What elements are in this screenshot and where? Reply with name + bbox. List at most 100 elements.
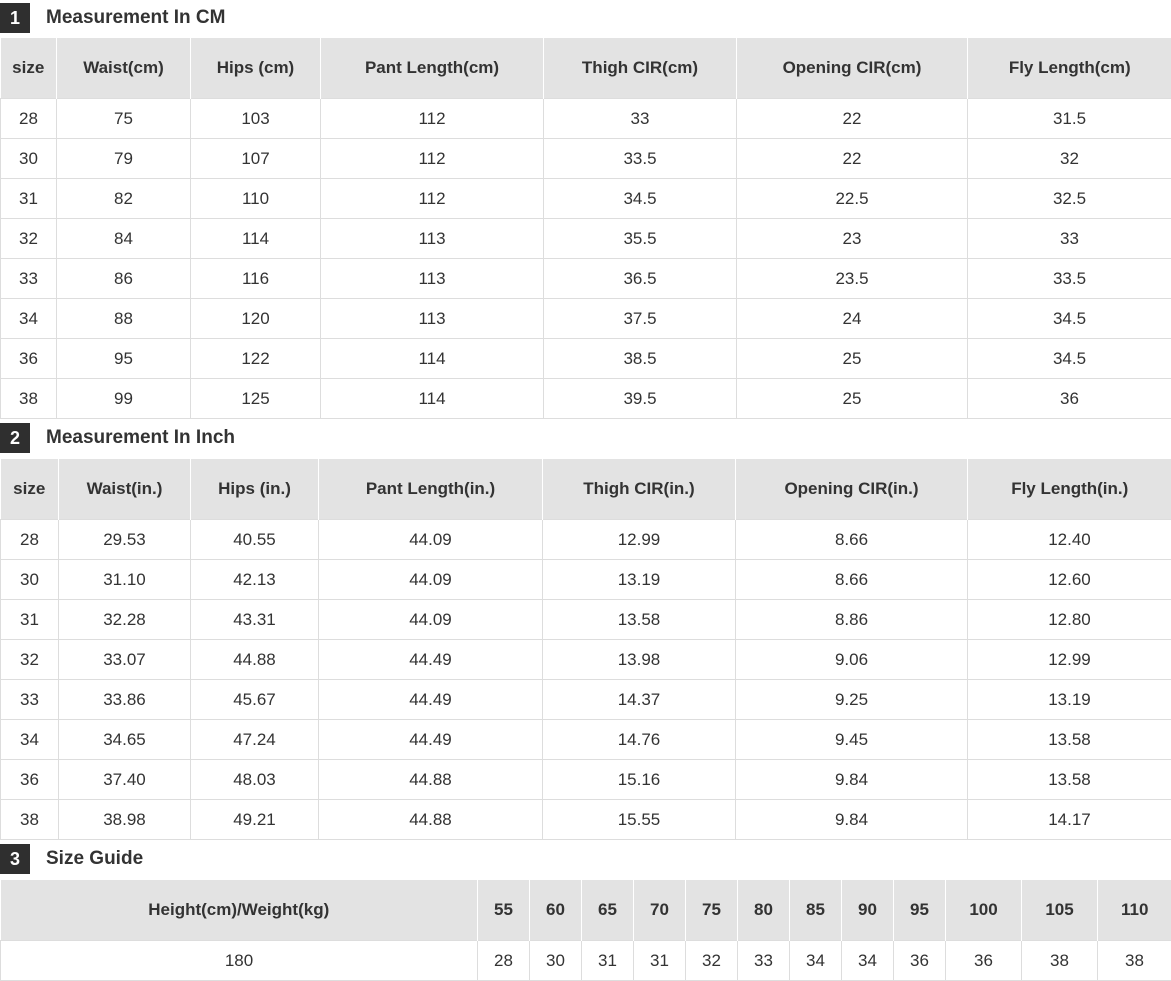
column-header: Pant Length(cm)	[321, 38, 544, 99]
column-header: Height(cm)/Weight(kg)	[1, 880, 478, 941]
table-cell: 9.84	[736, 760, 968, 800]
table-cell: 84	[57, 219, 191, 259]
table-cell: 34	[1, 299, 57, 339]
column-header: size	[1, 38, 57, 99]
table-cell: 13.58	[543, 600, 736, 640]
table-cell: 120	[191, 299, 321, 339]
table-cell: 110	[191, 179, 321, 219]
table-cell: 44.49	[319, 640, 543, 680]
table-cell: 122	[191, 339, 321, 379]
table-cell: 13.19	[968, 680, 1171, 720]
table-cell: 40.55	[191, 520, 319, 560]
table-cell: 37.5	[544, 299, 737, 339]
table-cell: 9.45	[736, 720, 968, 760]
table-cell: 113	[321, 299, 544, 339]
section-title: Measurement In Inch	[46, 427, 235, 449]
table-cell: 34.5	[968, 339, 1171, 379]
table-cell: 32.28	[59, 600, 191, 640]
section-title: Measurement In CM	[46, 7, 225, 29]
table-cell: 36	[946, 941, 1022, 981]
column-header: Hips (in.)	[191, 459, 319, 520]
column-header: Waist(in.)	[59, 459, 191, 520]
column-header: 75	[686, 880, 738, 941]
table-cell: 32	[1, 640, 59, 680]
table-cell: 34	[1, 720, 59, 760]
section-number-badge: 3	[0, 844, 30, 874]
section-number-badge: 1	[0, 3, 30, 33]
table-cell: 82	[57, 179, 191, 219]
column-header: 85	[790, 880, 842, 941]
table-cell: 23	[737, 219, 968, 259]
table-cell: 12.40	[968, 520, 1171, 560]
table-cell: 12.99	[543, 520, 736, 560]
table-cell: 32	[968, 139, 1171, 179]
table-cell: 9.84	[736, 800, 968, 840]
table-cell: 44.09	[319, 600, 543, 640]
table-cell: 75	[57, 99, 191, 139]
table-cell: 34.5	[544, 179, 737, 219]
column-header: 100	[946, 880, 1022, 941]
table-cell: 31.10	[59, 560, 191, 600]
table-cell: 44.88	[191, 640, 319, 680]
table-cell: 38	[1022, 941, 1098, 981]
table-cell: 33	[1, 259, 57, 299]
column-header: Pant Length(in.)	[319, 459, 543, 520]
section-title: Size Guide	[46, 848, 143, 870]
table-cell: 36	[894, 941, 946, 981]
table-cell: 180	[1, 941, 478, 981]
table-cell: 13.19	[543, 560, 736, 600]
table-cell: 28	[1, 99, 57, 139]
table-cell: 22.5	[737, 179, 968, 219]
table-cell: 44.09	[319, 560, 543, 600]
table-cell: 33.5	[968, 259, 1171, 299]
table-cell: 23.5	[737, 259, 968, 299]
table-cell: 47.24	[191, 720, 319, 760]
table-cell: 33.07	[59, 640, 191, 680]
table-cell: 44.49	[319, 680, 543, 720]
table-cell: 48.03	[191, 760, 319, 800]
section-header-cm: 1 Measurement In CM	[0, 0, 225, 36]
column-header: 55	[478, 880, 530, 941]
table-cell: 33	[544, 99, 737, 139]
table-cell: 45.67	[191, 680, 319, 720]
table-cell: 43.31	[191, 600, 319, 640]
column-header: 80	[738, 880, 790, 941]
table-cell: 32	[1, 219, 57, 259]
table-cell: 36	[1, 760, 59, 800]
table-cell: 44.88	[319, 760, 543, 800]
table-cell: 36	[968, 379, 1171, 419]
table-cell: 107	[191, 139, 321, 179]
table-cell: 30	[1, 560, 59, 600]
table-cell: 30	[530, 941, 582, 981]
table-cell: 79	[57, 139, 191, 179]
table-cell: 35.5	[544, 219, 737, 259]
table-cell: 8.66	[736, 520, 968, 560]
column-header: 60	[530, 880, 582, 941]
section-header-inch: 2 Measurement In Inch	[0, 420, 235, 456]
table-cell: 22	[737, 99, 968, 139]
table-cell: 38	[1, 379, 57, 419]
column-header: Opening CIR(in.)	[736, 459, 968, 520]
column-header: Hips (cm)	[191, 38, 321, 99]
table-cell: 15.16	[543, 760, 736, 800]
table-cell: 31	[634, 941, 686, 981]
table-cell: 25	[737, 339, 968, 379]
column-header: Fly Length(in.)	[968, 459, 1171, 520]
table-cell: 14.76	[543, 720, 736, 760]
table-cell: 31.5	[968, 99, 1171, 139]
column-header: 65	[582, 880, 634, 941]
table-cell: 12.80	[968, 600, 1171, 640]
table-cell: 33.5	[544, 139, 737, 179]
